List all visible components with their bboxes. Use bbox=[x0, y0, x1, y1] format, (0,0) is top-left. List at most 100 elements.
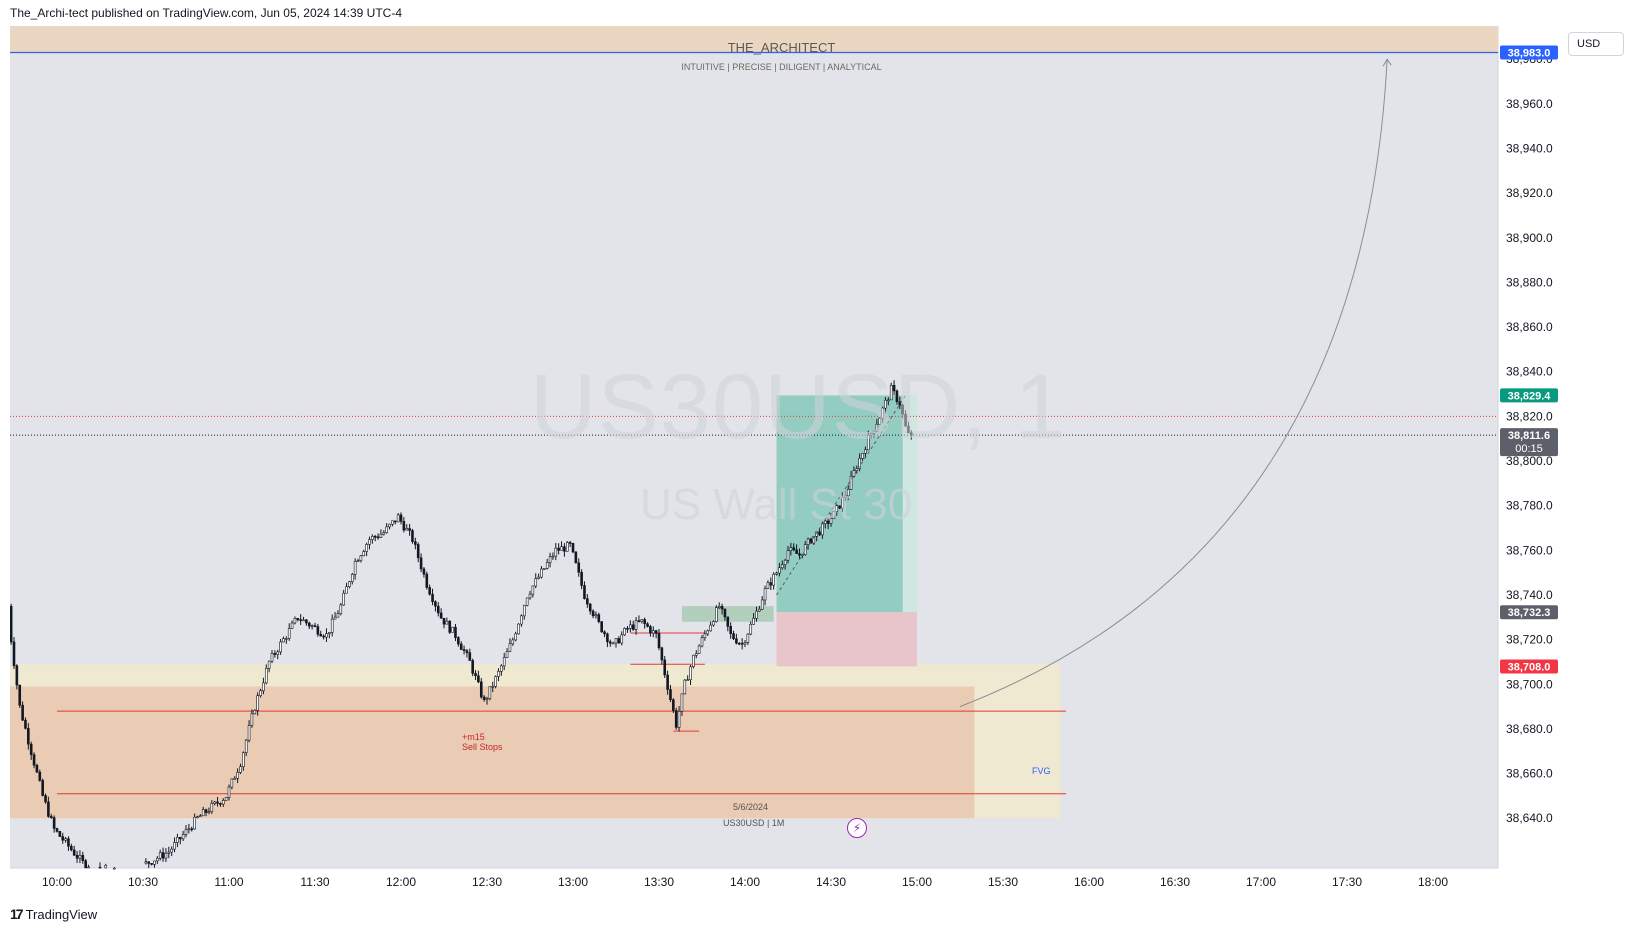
candle bbox=[557, 543, 560, 555]
candle bbox=[416, 542, 420, 563]
candle bbox=[15, 664, 19, 690]
candle bbox=[844, 490, 847, 502]
candle bbox=[806, 537, 810, 550]
candle bbox=[577, 558, 581, 577]
candle bbox=[104, 863, 108, 869]
candle bbox=[144, 858, 148, 865]
candle bbox=[677, 706, 681, 732]
candle bbox=[717, 602, 721, 610]
candle bbox=[740, 638, 744, 650]
candle bbox=[494, 675, 497, 689]
candle bbox=[87, 864, 90, 869]
candle bbox=[27, 723, 30, 750]
y-tick-label: 38,940.0 bbox=[1506, 141, 1553, 155]
y-tick-label: 38,880.0 bbox=[1506, 275, 1553, 289]
zone-loss bbox=[776, 612, 918, 667]
price-chart[interactable]: 38,640.0 38,660.0 38,680.0 38,700.0 38,720.0… bbox=[10, 26, 1624, 906]
candle bbox=[201, 806, 205, 817]
candle bbox=[176, 833, 179, 848]
candle bbox=[823, 518, 827, 529]
y-tick-label: 38,640.0 bbox=[1506, 811, 1553, 825]
candle bbox=[316, 623, 320, 637]
candle bbox=[459, 641, 463, 650]
candle bbox=[379, 529, 383, 538]
candle bbox=[388, 523, 391, 530]
candle bbox=[600, 621, 603, 633]
target-price-tag: 38,983.0 bbox=[1508, 48, 1551, 60]
candle bbox=[428, 584, 431, 596]
candle bbox=[158, 849, 162, 861]
candle bbox=[586, 594, 589, 608]
x-tick-label: 16:30 bbox=[1160, 875, 1190, 889]
candle bbox=[735, 633, 738, 645]
candle bbox=[18, 684, 22, 708]
htf-date-label: 5/6/2024 bbox=[733, 802, 769, 812]
candle bbox=[565, 540, 569, 552]
candle bbox=[488, 686, 492, 701]
candle bbox=[47, 796, 50, 818]
candle bbox=[61, 832, 65, 844]
sell-stops-label-line1: +m15 bbox=[462, 732, 485, 742]
x-tick-label: 12:30 bbox=[472, 875, 502, 889]
footer-brand: TradingView bbox=[25, 906, 98, 922]
candle bbox=[841, 492, 844, 512]
candle bbox=[889, 382, 893, 401]
candle bbox=[342, 589, 345, 606]
candle bbox=[706, 629, 710, 636]
y-tick-label: 38,720.0 bbox=[1506, 633, 1553, 647]
candle bbox=[29, 741, 33, 760]
candle bbox=[629, 620, 632, 633]
footer: 17 TradingView bbox=[10, 906, 97, 922]
currency-button[interactable]: USD bbox=[1568, 32, 1624, 56]
candle bbox=[353, 558, 357, 580]
last-price-tag-bg bbox=[1500, 428, 1558, 457]
candle bbox=[826, 517, 830, 530]
candle bbox=[434, 600, 437, 612]
candle bbox=[749, 621, 753, 636]
candle bbox=[273, 650, 277, 658]
candle bbox=[511, 637, 515, 646]
candle bbox=[692, 654, 695, 669]
candle bbox=[528, 590, 532, 600]
chart-area[interactable]: 38,640.0 38,660.0 38,680.0 38,700.0 38,720.0… bbox=[10, 26, 1624, 906]
candle bbox=[505, 648, 509, 658]
candle bbox=[855, 465, 859, 474]
candle bbox=[715, 605, 718, 623]
candle bbox=[703, 630, 707, 641]
candle bbox=[462, 645, 466, 655]
candle bbox=[474, 670, 477, 681]
y-tick-label: 38,840.0 bbox=[1506, 365, 1553, 379]
candle bbox=[431, 588, 434, 606]
candle bbox=[325, 628, 328, 642]
candle bbox=[780, 560, 784, 570]
candle bbox=[362, 549, 366, 557]
candle bbox=[763, 585, 767, 606]
candle bbox=[537, 573, 540, 580]
candle bbox=[270, 649, 274, 664]
candle bbox=[783, 558, 787, 570]
x-tick-label: 13:00 bbox=[558, 875, 588, 889]
candle bbox=[219, 802, 222, 807]
candle bbox=[52, 815, 56, 833]
candle bbox=[732, 630, 735, 641]
candle bbox=[399, 512, 403, 525]
candle bbox=[769, 577, 773, 591]
candle bbox=[502, 652, 506, 671]
last-price-tag: 38,811.6 bbox=[1508, 430, 1550, 442]
candle bbox=[21, 701, 24, 722]
candle bbox=[147, 861, 151, 868]
candle bbox=[173, 837, 176, 853]
banner-subtitle: INTUITIVE | PRECISE | DILIGENT | ANALYTI… bbox=[681, 62, 882, 72]
candle bbox=[221, 798, 225, 807]
candle bbox=[373, 534, 377, 542]
candle bbox=[84, 858, 87, 869]
candle bbox=[540, 566, 543, 579]
candle bbox=[242, 751, 245, 771]
candle bbox=[574, 551, 578, 564]
candle bbox=[606, 632, 609, 648]
alert-icon[interactable]: ⚡ bbox=[847, 818, 867, 838]
candle bbox=[302, 616, 305, 622]
y-tick-label: 38,740.0 bbox=[1506, 588, 1553, 602]
candle bbox=[887, 397, 890, 406]
candle bbox=[875, 419, 879, 432]
